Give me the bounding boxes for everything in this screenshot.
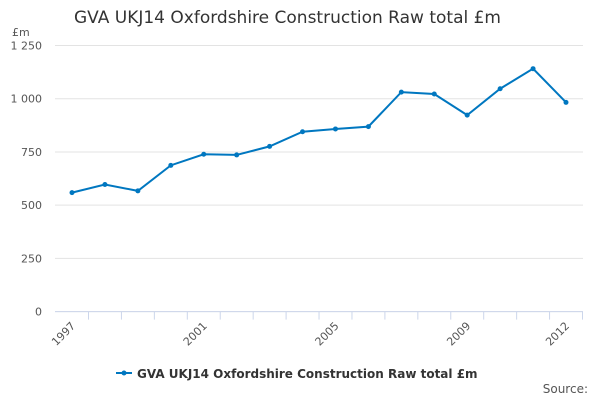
data-point bbox=[267, 143, 273, 149]
data-point bbox=[497, 86, 503, 92]
x-tick-label: 2009 bbox=[444, 320, 473, 349]
data-point bbox=[300, 129, 306, 135]
x-tick-label: 2012 bbox=[543, 320, 572, 349]
x-tick-label: 1997 bbox=[49, 320, 78, 349]
y-tick-label: 1 000 bbox=[11, 93, 43, 106]
y-tick-label: 500 bbox=[21, 199, 42, 212]
y-tick-label: 750 bbox=[21, 146, 42, 159]
data-point bbox=[135, 188, 141, 194]
x-tick-label: 2001 bbox=[181, 320, 210, 349]
chart-title: GVA UKJ14 Oxfordshire Construction Raw t… bbox=[74, 8, 501, 28]
data-point bbox=[201, 151, 207, 157]
y-tick-label: 1 250 bbox=[11, 40, 43, 53]
x-tick-label: 2005 bbox=[313, 320, 342, 349]
data-point bbox=[365, 124, 371, 130]
data-point bbox=[168, 162, 174, 168]
data-point bbox=[234, 152, 240, 158]
y-axis-label: £m bbox=[12, 26, 30, 39]
series-line bbox=[71, 67, 567, 194]
data-point bbox=[69, 190, 75, 196]
legend-marker bbox=[121, 370, 127, 376]
data-point bbox=[332, 126, 338, 132]
data-point bbox=[102, 182, 108, 188]
source-label: Source: bbox=[542, 382, 588, 396]
y-tick-label: 250 bbox=[21, 252, 42, 265]
y-tick-label: 0 bbox=[35, 306, 42, 319]
data-point bbox=[431, 91, 437, 97]
data-point bbox=[464, 112, 470, 118]
data-point bbox=[530, 66, 536, 72]
legend-label: GVA UKJ14 Oxfordshire Construction Raw t… bbox=[137, 367, 478, 381]
data-point bbox=[563, 99, 569, 105]
data-point bbox=[398, 89, 404, 95]
